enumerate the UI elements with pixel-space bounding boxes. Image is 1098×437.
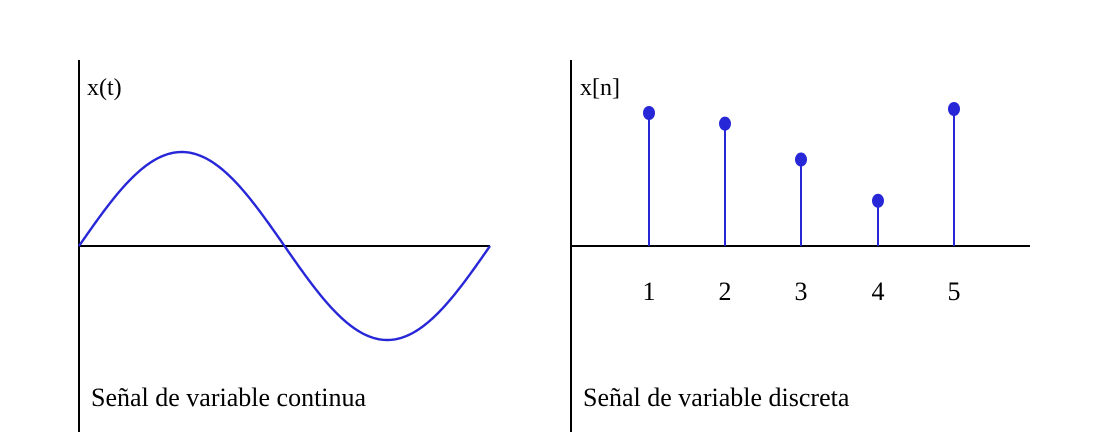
sine-curve (78, 150, 491, 342)
discrete-caption: Señal de variable discreta (583, 383, 850, 412)
stem-series (643, 102, 960, 246)
stem-marker-2 (719, 116, 731, 131)
stem-marker-5 (948, 102, 960, 117)
discrete-axis-label: x[n] (580, 75, 620, 101)
discrete-tick-label-1: 1 (643, 277, 656, 306)
continuous-caption: Señal de variable continua (91, 383, 367, 412)
discrete-tick-label-2: 2 (719, 277, 732, 306)
discrete-signal-panel: x[n] 1 2 3 4 5 Señal de variable discret… (570, 60, 1030, 432)
discrete-tick-label-5: 5 (948, 277, 961, 306)
discrete-tick-label-3: 3 (795, 277, 808, 306)
stem-marker-4 (872, 193, 884, 208)
stem-marker-1 (643, 106, 655, 120)
stem-marker-3 (795, 152, 807, 167)
continuous-signal-panel: x(t) Señal de variable continua (78, 60, 491, 432)
continuous-axis-label: x(t) (87, 75, 122, 101)
discrete-tick-label-4: 4 (872, 277, 885, 306)
